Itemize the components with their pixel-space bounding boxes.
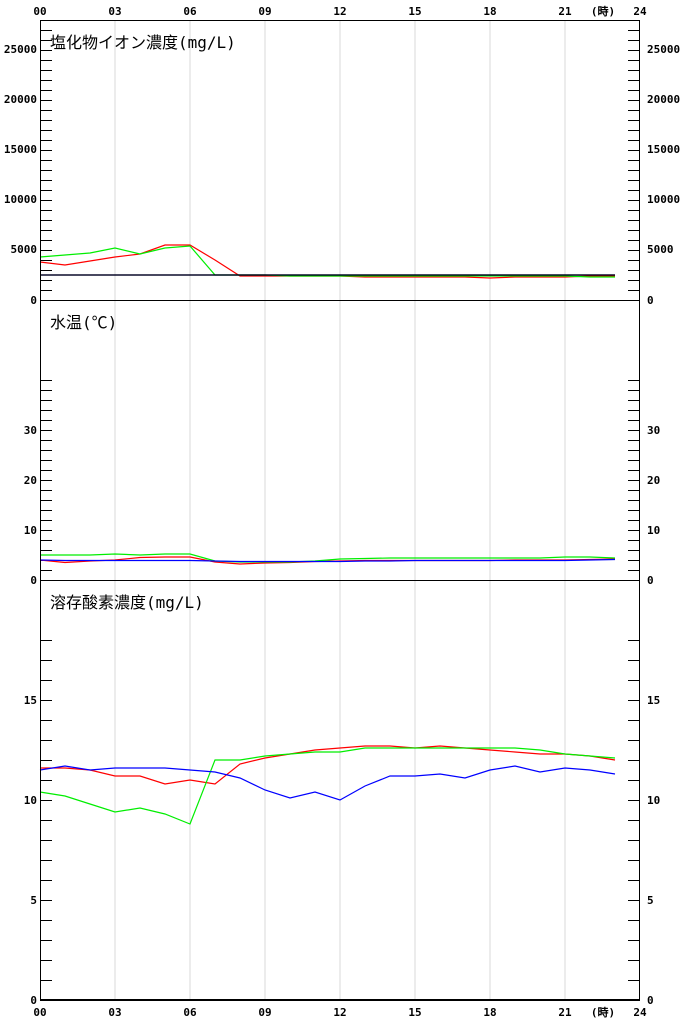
x-tick-label-bottom: 06 [183,1006,197,1019]
x-tick-label-top: 24 [633,5,647,18]
x-tick-label-bottom: 15 [408,1006,421,1019]
series-line-3-1 [40,745,616,785]
plot-frame [40,20,640,1000]
panel-title-3: 溶存酸素濃度(mg/L) [50,593,204,612]
x-tick-label-top: 03 [108,5,121,18]
frame-layer [40,20,640,1001]
y-tick-label-left: 5000 [11,243,38,256]
x-tick-label-top: 21 [558,5,572,18]
y-tick-label-left: 10 [24,794,37,807]
y-tick-label-right: 30 [647,424,660,437]
y-tick-label-left: 20000 [4,93,37,106]
panel-title-1: 塩化物イオン濃度(mg/L) [50,33,236,52]
y-tick-label-right: 15 [647,694,660,707]
x-tick-label-bottom: 00 [33,1006,46,1019]
series-layer [39,244,616,825]
tick-layer [40,30,640,981]
y-tick-label-left: 15000 [4,143,37,156]
grid-layer [114,20,566,1000]
x-tick-label-bottom: 18 [483,1006,496,1019]
y-tick-label-left: 0 [30,574,37,587]
y-tick-label-right: 10000 [647,193,680,206]
y-tick-label-right: 0 [647,294,654,307]
x-tick-label-top: 06 [183,5,197,18]
y-tick-label-right: 0 [647,574,654,587]
series-line-1-2 [39,245,615,278]
y-tick-label-left: 10 [24,524,37,537]
series-line-3-2 [39,747,616,825]
series-line-2-2 [40,553,616,563]
y-tick-label-left: 5 [30,894,37,907]
x-unit-label-bottom: (時) [591,1005,615,1019]
y-tick-label-right: 10 [647,794,660,807]
y-tick-label-left: 10000 [4,193,37,206]
x-tick-label-bottom: 21 [558,1006,572,1019]
y-tick-label-left: 15 [24,694,37,707]
series-line-2-3 [39,558,616,563]
y-tick-label-right: 25000 [647,43,680,56]
x-tick-label-top: 00 [33,5,46,18]
y-tick-label-left: 20 [24,474,37,487]
y-tick-label-left: 0 [30,994,37,1007]
y-tick-label-right: 15000 [647,143,680,156]
y-tick-label-right: 0 [647,994,654,1007]
x-unit-label-top: (時) [591,4,615,18]
y-tick-label-left: 25000 [4,43,37,56]
y-tick-label-right: 20000 [647,93,680,106]
panel-title-2: 水温(℃) [50,313,117,332]
y-tick-label-left: 0 [30,294,37,307]
x-tick-label-top: 12 [333,5,346,18]
x-tick-label-bottom: 09 [258,1006,271,1019]
x-tick-label-bottom: 24 [633,1006,647,1019]
x-tick-label-top: 15 [408,5,421,18]
x-tick-label-bottom: 12 [333,1006,346,1019]
y-tick-label-right: 5000 [647,243,674,256]
y-tick-label-right: 10 [647,524,660,537]
x-tick-label-top: 09 [258,5,271,18]
x-tick-label-top: 18 [483,5,496,18]
series-line-3-3 [39,765,616,801]
series-line-1-1 [39,244,615,279]
y-tick-label-right: 20 [647,474,660,487]
y-tick-label-left: 30 [24,424,37,437]
x-tick-label-bottom: 03 [108,1006,121,1019]
y-tick-label-right: 5 [647,894,654,907]
